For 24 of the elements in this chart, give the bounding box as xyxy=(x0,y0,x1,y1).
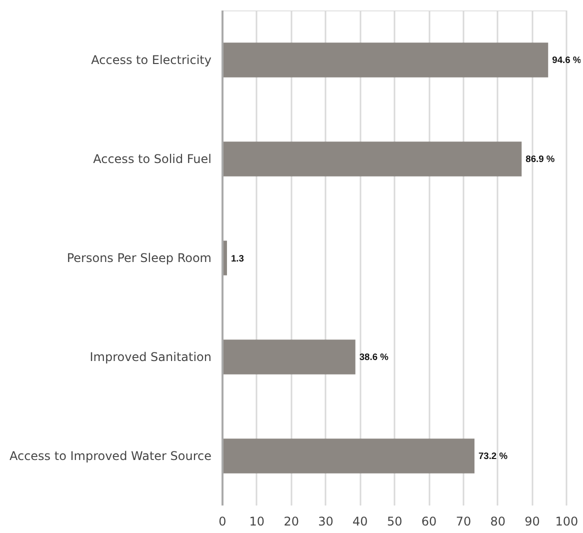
y-tick-label: Persons Per Sleep Room xyxy=(66,251,212,265)
x-tick-label: 80 xyxy=(490,514,506,528)
data-label: 73.2 % xyxy=(478,451,508,461)
x-tick-label: 20 xyxy=(284,514,299,528)
bar xyxy=(222,438,474,474)
x-tick-label: 40 xyxy=(352,514,368,528)
x-tick-label: 60 xyxy=(421,514,437,528)
x-tick-label: 30 xyxy=(318,514,334,528)
y-tick-label: Access to Electricity xyxy=(91,53,212,67)
x-tick-label: 50 xyxy=(386,514,402,528)
x-tick-label: 90 xyxy=(524,514,540,528)
bar xyxy=(222,42,548,78)
y-tick-label: Improved Sanitation xyxy=(90,350,212,364)
x-tick-label: 10 xyxy=(249,514,265,528)
x-tick-label: 100 xyxy=(555,514,578,528)
bar xyxy=(222,340,356,374)
bar xyxy=(222,142,522,176)
data-label: 86.9 % xyxy=(526,154,556,164)
data-label: 38.6 % xyxy=(359,352,390,362)
y-tick-label: Access to Solid Fuel xyxy=(93,152,212,166)
data-label: 1.3 xyxy=(230,254,244,264)
x-tick-label: 70 xyxy=(456,514,472,528)
x-tick-label: 0 xyxy=(218,514,226,528)
y-tick-label: Access to Improved Water Source xyxy=(9,449,212,463)
